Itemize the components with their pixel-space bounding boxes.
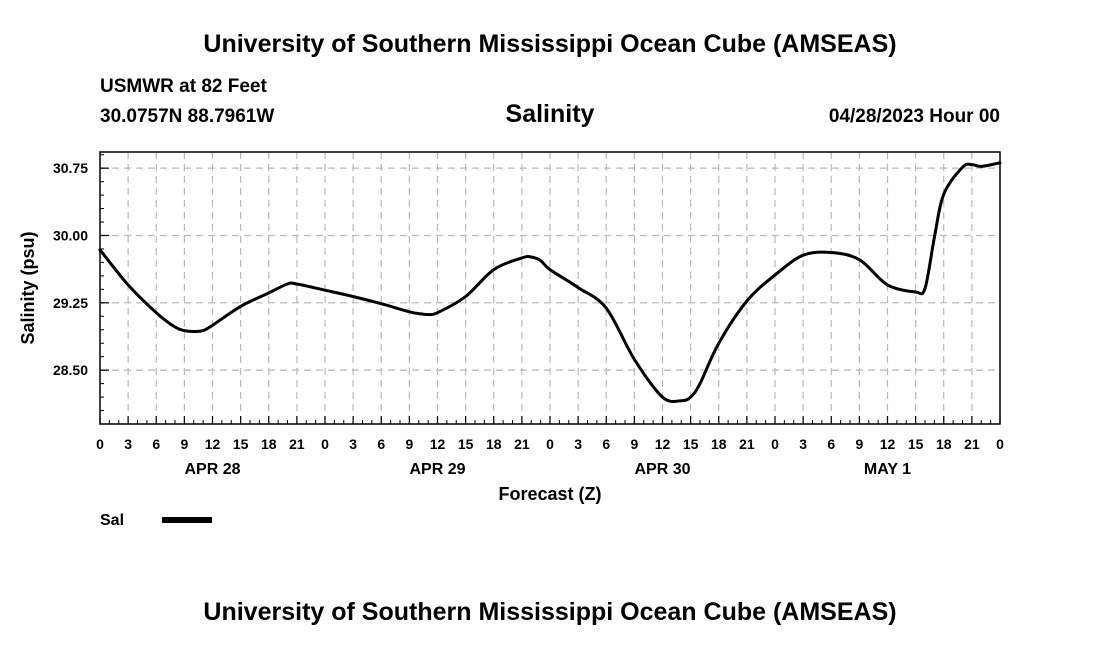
- x-tick-label: 21: [964, 436, 980, 452]
- y-tick-label: 28.50: [53, 362, 88, 378]
- station-label: USMWR at 82 Feet: [100, 76, 267, 97]
- x-tick-label: 9: [405, 436, 413, 452]
- chart-title-top: University of Southern Mississippi Ocean…: [203, 30, 897, 58]
- series-line-sal: [98, 161, 1002, 403]
- day-label: MAY 1: [864, 461, 911, 478]
- x-tick-label: 21: [514, 436, 530, 452]
- day-label: APR 30: [634, 461, 690, 478]
- y-axis-title: Salinity (psu): [18, 231, 38, 344]
- x-tick-label: 15: [683, 436, 699, 452]
- datetime-label: 04/28/2023 Hour 00: [828, 106, 1000, 127]
- x-tick-label: 15: [458, 436, 474, 452]
- x-tick-label: 12: [655, 436, 671, 452]
- x-tick-label: 0: [546, 436, 554, 452]
- grid-lines: [100, 152, 1000, 424]
- x-tick-label: 6: [602, 436, 610, 452]
- x-tick-label: 3: [124, 436, 132, 452]
- y-tick-label: 30.00: [53, 227, 88, 243]
- coordinates-label: 30.0757N 88.7961W: [100, 106, 275, 127]
- axis-ticks: [99, 154, 1001, 424]
- x-tick-label: 15: [908, 436, 924, 452]
- x-tick-label: 21: [739, 436, 755, 452]
- x-tick-label: 6: [827, 436, 835, 452]
- series-lines: [98, 161, 1002, 403]
- x-tick-label: 21: [289, 436, 305, 452]
- x-axis-title: Forecast (Z): [498, 484, 601, 504]
- variable-title: Salinity: [505, 100, 595, 128]
- x-tick-label: 3: [574, 436, 582, 452]
- day-label: APR 28: [184, 461, 240, 478]
- x-tick-label: 0: [321, 436, 329, 452]
- x-tick-label: 18: [261, 436, 277, 452]
- x-tick-label: 12: [205, 436, 221, 452]
- tick-labels: 0 3 6 9 12 15 18 21 0 3 6 9 12 15 18 21 0 3 6 9 12 15 18 21 0 3 6 9…: [18, 160, 1004, 504]
- x-tick-label: 18: [486, 436, 502, 452]
- x-tick-label: 3: [349, 436, 357, 452]
- y-tick-label: 29.25: [53, 295, 88, 311]
- legend: Sal: [100, 512, 212, 529]
- y-tick-label: 30.75: [53, 160, 88, 176]
- x-tick-label: 9: [630, 436, 638, 452]
- x-tick-label: 15: [233, 436, 249, 452]
- x-tick-label: 3: [799, 436, 807, 452]
- x-tick-label: 6: [377, 436, 385, 452]
- legend-label: Sal: [100, 512, 124, 529]
- x-tick-label: 12: [430, 436, 446, 452]
- chart-title-bottom: University of Southern Mississippi Ocean…: [203, 598, 897, 626]
- x-tick-label: 9: [180, 436, 188, 452]
- x-tick-label: 18: [936, 436, 952, 452]
- x-tick-label: 18: [711, 436, 727, 452]
- x-tick-label: 0: [996, 436, 1004, 452]
- x-tick-label: 0: [96, 436, 104, 452]
- x-tick-label: 0: [771, 436, 779, 452]
- day-label: APR 29: [409, 461, 465, 478]
- x-tick-label: 6: [152, 436, 160, 452]
- x-tick-label: 9: [855, 436, 863, 452]
- x-tick-label: 12: [880, 436, 896, 452]
